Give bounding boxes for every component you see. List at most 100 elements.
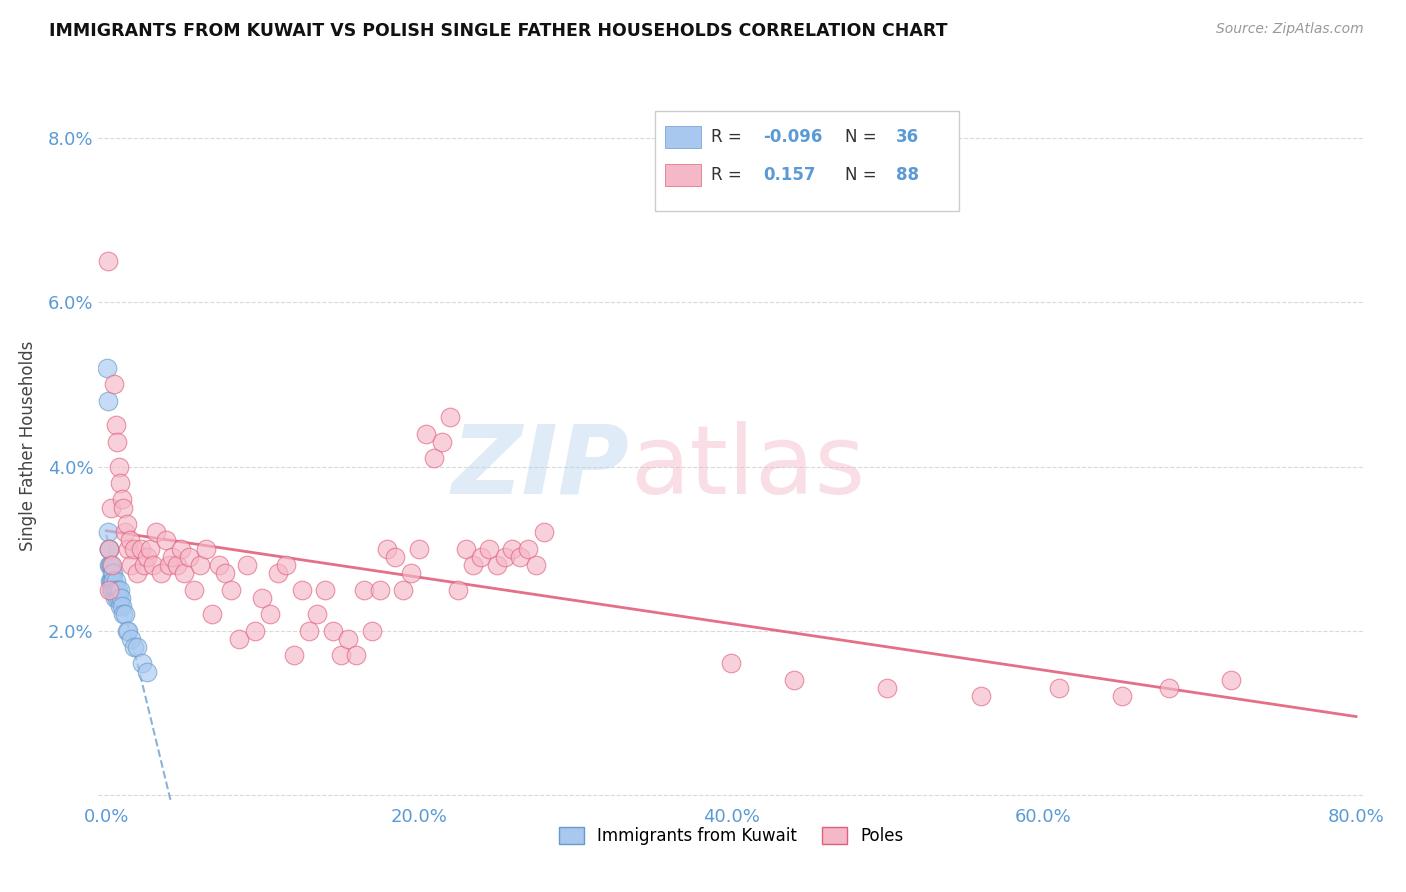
Point (115, 516, 138, 531)
Point (98, 541, 121, 556)
Point (110, 475, 132, 490)
Point (111, 492, 134, 507)
Text: 36: 36 (896, 128, 918, 146)
Point (103, 377, 125, 392)
Point (104, 591, 127, 605)
Point (970, 689, 993, 703)
Point (430, 434, 453, 449)
Text: 0.157: 0.157 (762, 166, 815, 184)
Point (127, 566, 149, 581)
Point (114, 607, 136, 622)
Point (214, 566, 236, 581)
Point (124, 541, 146, 556)
Point (267, 566, 290, 581)
Point (101, 566, 124, 581)
Point (101, 574, 124, 589)
Point (135, 665, 157, 679)
Point (117, 541, 139, 556)
Point (322, 624, 344, 638)
Point (195, 541, 218, 556)
Point (129, 541, 152, 556)
Point (399, 566, 422, 581)
Point (501, 541, 523, 556)
Point (105, 434, 128, 449)
Point (243, 624, 266, 638)
Point (1220, 673, 1243, 687)
Point (201, 607, 224, 622)
Point (157, 558, 180, 572)
Point (298, 624, 321, 638)
Point (149, 566, 172, 581)
Point (107, 459, 129, 474)
Point (408, 541, 430, 556)
Point (118, 533, 141, 548)
Point (131, 657, 153, 671)
Point (236, 558, 259, 572)
Point (290, 582, 312, 597)
Point (100, 574, 122, 589)
Point (208, 558, 231, 572)
Y-axis label: Single Father Households: Single Father Households (18, 341, 37, 551)
Text: N =: N = (845, 166, 882, 184)
Point (104, 418, 127, 433)
Text: R =: R = (711, 128, 747, 146)
Point (470, 549, 492, 564)
Point (139, 541, 162, 556)
Point (177, 549, 200, 564)
Point (533, 525, 555, 540)
Point (111, 599, 134, 613)
Text: IMMIGRANTS FROM KUWAIT VS POLISH SINGLE FATHER HOUSEHOLDS CORRELATION CHART: IMMIGRANTS FROM KUWAIT VS POLISH SINGLE … (49, 22, 948, 40)
Point (524, 558, 547, 572)
Point (353, 582, 375, 597)
Point (720, 657, 742, 671)
Point (228, 632, 250, 646)
Point (98, 574, 121, 589)
Point (110, 582, 132, 597)
Point (344, 648, 367, 662)
Point (439, 410, 461, 425)
Point (274, 558, 297, 572)
Point (97, 254, 120, 268)
Point (170, 541, 193, 556)
Point (173, 566, 195, 581)
Point (415, 426, 437, 441)
Text: N =: N = (845, 128, 882, 146)
Text: -0.096: -0.096 (762, 128, 823, 146)
Point (98, 582, 121, 597)
Text: atlas: atlas (630, 421, 865, 514)
Point (1157, 681, 1180, 695)
Point (132, 558, 155, 572)
Point (117, 624, 139, 638)
Point (105, 582, 128, 597)
Point (329, 648, 352, 662)
Text: R =: R = (711, 166, 747, 184)
Point (463, 558, 485, 572)
Point (98, 558, 121, 572)
Point (100, 558, 122, 572)
Point (124, 640, 146, 654)
Point (517, 541, 540, 556)
Point (384, 549, 406, 564)
Point (115, 624, 138, 638)
Point (127, 640, 149, 654)
Point (110, 591, 132, 605)
Point (112, 500, 135, 515)
Point (447, 582, 470, 597)
Point (219, 582, 242, 597)
Point (105, 591, 128, 605)
Text: Source: ZipAtlas.com: Source: ZipAtlas.com (1216, 22, 1364, 37)
Point (97, 541, 120, 556)
Point (259, 607, 281, 622)
Point (337, 632, 360, 646)
Point (876, 681, 898, 695)
Point (101, 582, 124, 597)
Point (478, 541, 501, 556)
Point (188, 558, 211, 572)
Point (423, 451, 446, 466)
Point (368, 582, 391, 597)
Point (112, 607, 135, 622)
Point (103, 582, 125, 597)
Point (142, 558, 165, 572)
Point (454, 541, 477, 556)
Point (97, 541, 120, 556)
